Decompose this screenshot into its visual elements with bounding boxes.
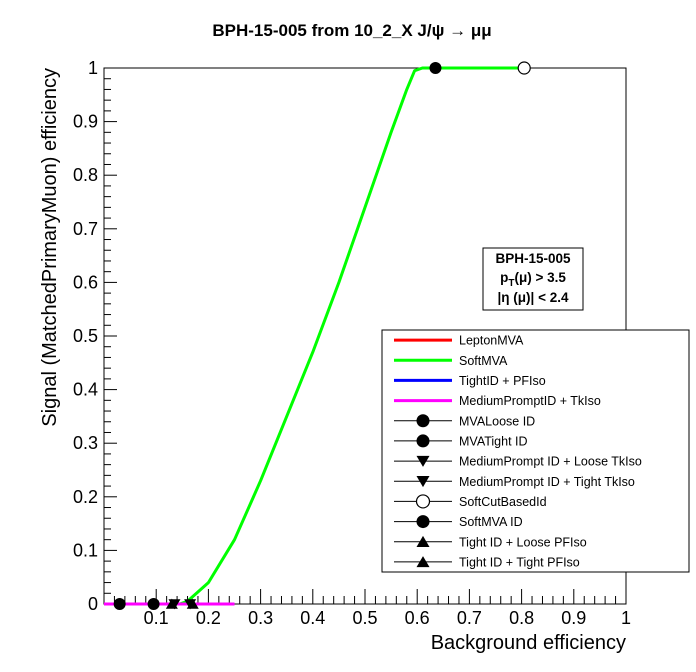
plot-area: 0 0.1 0.2 0.3 0.4 0.5 0.6 0.7 0.8 0.9 1 0.1 0.2 0.3 0.… [73,58,631,628]
legend-marker-swatch [416,414,430,428]
legend-entry: SoftCutBasedId [394,494,547,509]
info-box-frame [482,247,584,311]
info-box-pt-sub: T [508,278,514,289]
legend-marker-swatch [416,434,430,448]
x-tick-label: 1 [621,608,631,628]
legend-label: SoftMVA [459,354,508,368]
legend-entry: LeptonMVA [394,334,524,348]
legend-label: Tight ID + Tight PFIso [459,555,580,569]
legend-marker-swatch [416,535,430,547]
x-tick-label: 0.2 [196,608,221,628]
info-box-line3: |η (μ)| < 2.4 [498,290,569,305]
legend-label: MediumPromptID + TkIso [459,394,601,408]
legend-marker-swatch [416,556,430,568]
x-tick-label: 0.1 [144,608,169,628]
legend-entry: MediumPrompt ID + Loose TkIso [394,455,642,469]
y-tick-label: 0.6 [73,272,98,292]
y-tick-label: 0.5 [73,326,98,346]
legend-label: SoftCutBasedId [459,495,547,509]
x-tick-label: 0.8 [509,608,534,628]
data-point-marker [429,62,442,74]
legend-entry: TightID + PFIso [394,374,546,388]
legend-label: MediumPrompt ID + Tight TkIso [459,475,635,489]
data-point-marker [113,598,126,610]
x-tick-label: 0.5 [352,608,377,628]
y-tick-label: 0.9 [73,112,98,132]
x-tick-label: 0.6 [405,608,430,628]
legend-entry: MVALoose ID [394,414,535,428]
y-tick-label: 0.4 [73,380,98,400]
info-box-pt-rest: (μ) > 3.5 [514,270,566,285]
x-tick-label: 0.3 [248,608,273,628]
data-point-marker [517,61,531,75]
data-point-marker [186,598,199,609]
legend-label: MVALoose ID [459,414,535,428]
y-tick-label: 1 [88,58,98,78]
legend-entry: Tight ID + Loose PFIso [394,535,587,549]
data-point-marker [165,598,178,609]
y-tick-label: 0.2 [73,487,98,507]
y-tick-label: 0.8 [73,165,98,185]
legend-frame [381,329,690,573]
legend-entry: MediumPrompt ID + Tight TkIso [394,475,635,489]
legend: LeptonMVA SoftMVA TightID + PFIso MediumPro… [381,329,690,573]
legend-entry: SoftMVA ID [394,515,523,529]
x-tick-label: 0.4 [300,608,325,628]
chart-title: BPH-15-005 from 10_2_X J/ψ → μμ [212,21,491,40]
y-axis-label: Signal (MatchedPrimaryMuon) efficiency [39,68,61,427]
legend-marker-swatch [415,494,431,509]
legend-entry: SoftMVA [394,354,508,368]
info-box-line1: BPH-15-005 [495,251,571,266]
legend-marker-swatch [416,476,430,488]
y-tick-label: 0.7 [73,219,98,239]
info-box-line2: pT(μ) > 3.5 [500,270,566,289]
legend-marker-swatch [416,515,430,529]
legend-entry: Tight ID + Tight PFIso [394,555,580,569]
legend-entry: MediumPromptID + TkIso [394,394,601,408]
y-tick-label: 0.3 [73,433,98,453]
legend-label: MediumPrompt ID + Loose TkIso [459,455,642,469]
legend-marker-swatch [416,455,430,467]
legend-label: MVATight ID [459,434,528,448]
y-tick-label: 0.1 [73,540,98,560]
x-tick-label: 0.9 [561,608,586,628]
legend-label: SoftMVA ID [459,515,523,529]
y-tick-label: 0 [88,594,98,614]
x-axis-label: Background efficiency [431,632,626,654]
data-point-marker [147,598,160,610]
legend-label: LeptonMVA [459,334,524,348]
legend-label: TightID + PFIso [459,374,546,388]
info-box-pt: p [500,270,508,285]
legend-entry: MVATight ID [394,434,528,448]
legend-label: Tight ID + Loose PFIso [459,535,587,549]
x-tick-label: 0.7 [457,608,482,628]
